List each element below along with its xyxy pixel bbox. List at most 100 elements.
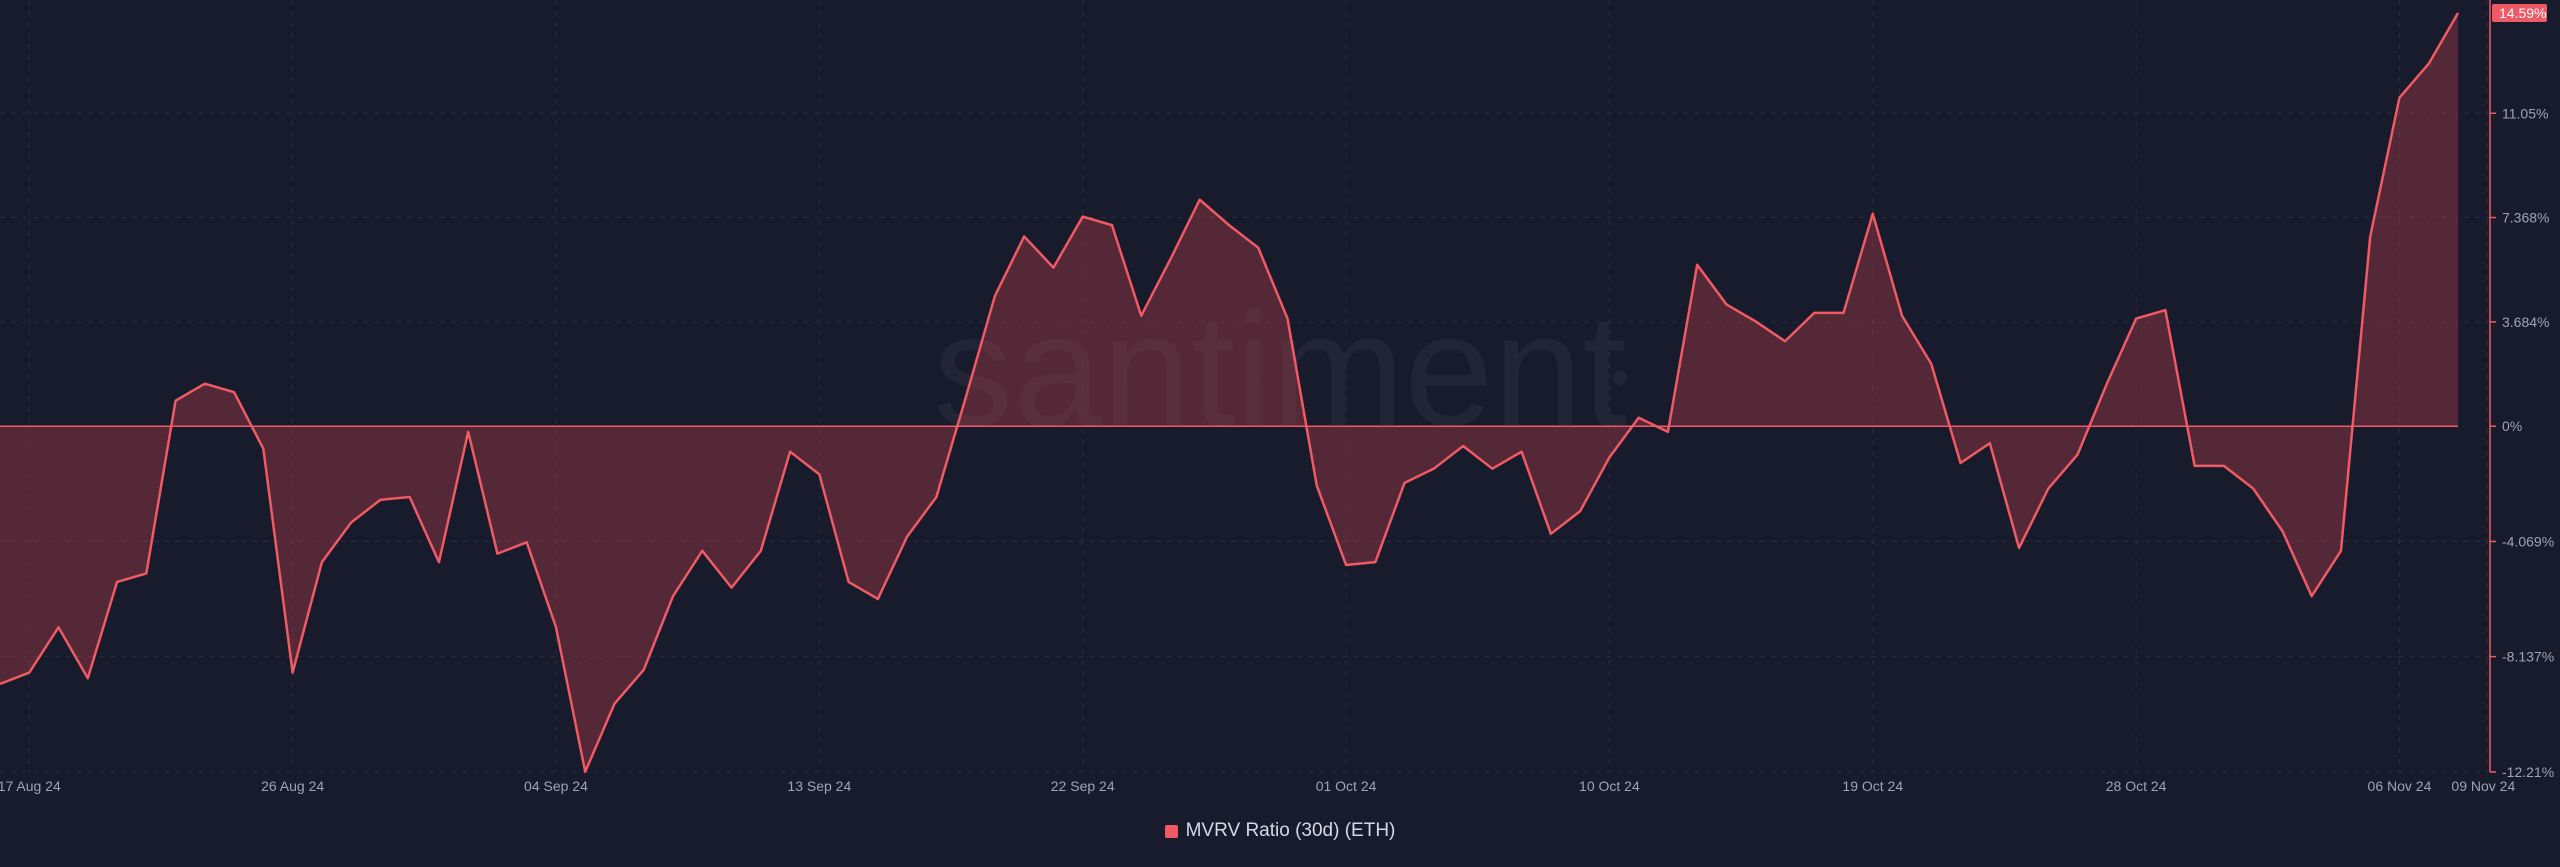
data-point[interactable]: [1577, 508, 1583, 514]
data-point[interactable]: [699, 548, 705, 554]
data-point[interactable]: [2162, 307, 2168, 313]
data-point[interactable]: [260, 446, 266, 452]
data-point[interactable]: [933, 494, 939, 500]
data-point[interactable]: [1372, 559, 1378, 565]
data-point[interactable]: [670, 593, 676, 599]
data-point[interactable]: [1694, 262, 1700, 268]
data-point[interactable]: [348, 519, 354, 525]
data-point[interactable]: [963, 395, 969, 401]
data-point[interactable]: [2221, 463, 2227, 469]
data-point[interactable]: [553, 624, 559, 630]
data-point[interactable]: [2396, 95, 2402, 101]
series-line-path: [0, 12, 2460, 773]
data-point[interactable]: [1928, 361, 1934, 367]
data-point[interactable]: [26, 670, 32, 676]
data-point[interactable]: [1460, 443, 1466, 449]
data-point[interactable]: [1080, 214, 1086, 220]
data-point[interactable]: [1285, 316, 1291, 322]
data-point[interactable]: [1958, 460, 1964, 466]
data-point[interactable]: [494, 551, 500, 557]
data-point[interactable]: [582, 769, 588, 775]
data-point[interactable]: [1314, 483, 1320, 489]
data-point[interactable]: [1899, 313, 1905, 319]
x-tick-label: 06 Nov 24: [2368, 778, 2432, 794]
data-point[interactable]: [143, 570, 149, 576]
data-point[interactable]: [1665, 429, 1671, 435]
data-point[interactable]: [407, 494, 413, 500]
data-point[interactable]: [1138, 313, 1144, 319]
data-point[interactable]: [641, 667, 647, 673]
data-point[interactable]: [1197, 197, 1203, 203]
data-point[interactable]: [2338, 548, 2344, 554]
data-point[interactable]: [1811, 310, 1817, 316]
data-point[interactable]: [1870, 211, 1876, 217]
data-point[interactable]: [1021, 233, 1027, 239]
data-point[interactable]: [992, 293, 998, 299]
data-point[interactable]: [875, 596, 881, 602]
data-point[interactable]: [114, 579, 120, 585]
data-point[interactable]: [1402, 480, 1408, 486]
data-point[interactable]: [290, 670, 296, 676]
data-point[interactable]: [904, 534, 910, 540]
data-point[interactable]: [1636, 415, 1642, 421]
data-point[interactable]: [1489, 466, 1495, 472]
data-point[interactable]: [1167, 256, 1173, 262]
x-tick-label: 01 Oct 24: [1316, 778, 1377, 794]
data-point[interactable]: [1606, 454, 1612, 460]
data-point[interactable]: [1109, 222, 1115, 228]
data-point[interactable]: [2192, 463, 2198, 469]
data-point[interactable]: [319, 559, 325, 565]
data-point[interactable]: [1723, 301, 1729, 307]
legend[interactable]: MVRV Ratio (30d) (ETH): [0, 820, 2560, 842]
data-point[interactable]: [816, 471, 822, 477]
data-point[interactable]: [2367, 233, 2373, 239]
x-tick-label: 17 Aug 24: [0, 778, 61, 794]
data-point[interactable]: [1548, 531, 1554, 537]
data-point[interactable]: [1255, 245, 1261, 251]
x-tick-label: 22 Sep 24: [1051, 778, 1115, 794]
data-point[interactable]: [1782, 338, 1788, 344]
data-point[interactable]: [524, 539, 530, 545]
data-point[interactable]: [173, 398, 179, 404]
area-path: [0, 13, 2458, 772]
data-point[interactable]: [2250, 486, 2256, 492]
data-point[interactable]: [2455, 10, 2461, 16]
data-point[interactable]: [2075, 452, 2081, 458]
data-point[interactable]: [231, 389, 237, 395]
y-tick-label: 11.05%: [2502, 105, 2548, 121]
data-point[interactable]: [2426, 61, 2432, 67]
legend-label: MVRV Ratio (30d) (ETH): [1185, 820, 1396, 841]
x-tick-label: 10 Oct 24: [1579, 778, 1640, 794]
data-point[interactable]: [2279, 528, 2285, 534]
data-point[interactable]: [85, 675, 91, 681]
data-point[interactable]: [846, 579, 852, 585]
data-point[interactable]: [465, 429, 471, 435]
data-point[interactable]: [1226, 222, 1232, 228]
legend-swatch: [1164, 824, 1178, 838]
y-tick-label: 0%: [2502, 418, 2522, 434]
data-point[interactable]: [56, 624, 62, 630]
data-point[interactable]: [1050, 265, 1056, 271]
data-point[interactable]: [1343, 562, 1349, 568]
data-point[interactable]: [436, 559, 442, 565]
data-point[interactable]: [729, 585, 735, 591]
data-point[interactable]: [2045, 486, 2051, 492]
data-point[interactable]: [1431, 466, 1437, 472]
data-point[interactable]: [2133, 316, 2139, 322]
x-tick-label: 04 Sep 24: [524, 778, 588, 794]
data-point[interactable]: [2309, 593, 2315, 599]
data-point[interactable]: [612, 701, 618, 707]
data-point[interactable]: [377, 497, 383, 503]
data-point[interactable]: [202, 381, 208, 387]
y-tick-label: -12.21%: [2502, 764, 2554, 780]
data-point[interactable]: [2104, 381, 2110, 387]
data-point[interactable]: [1987, 440, 1993, 446]
data-point[interactable]: [787, 449, 793, 455]
data-point[interactable]: [1753, 318, 1759, 324]
data-point[interactable]: [758, 548, 764, 554]
data-point[interactable]: [2016, 545, 2022, 551]
data-point[interactable]: [1519, 449, 1525, 455]
current-value-label: 14.59%: [2499, 5, 2546, 21]
data-point[interactable]: [1841, 310, 1847, 316]
